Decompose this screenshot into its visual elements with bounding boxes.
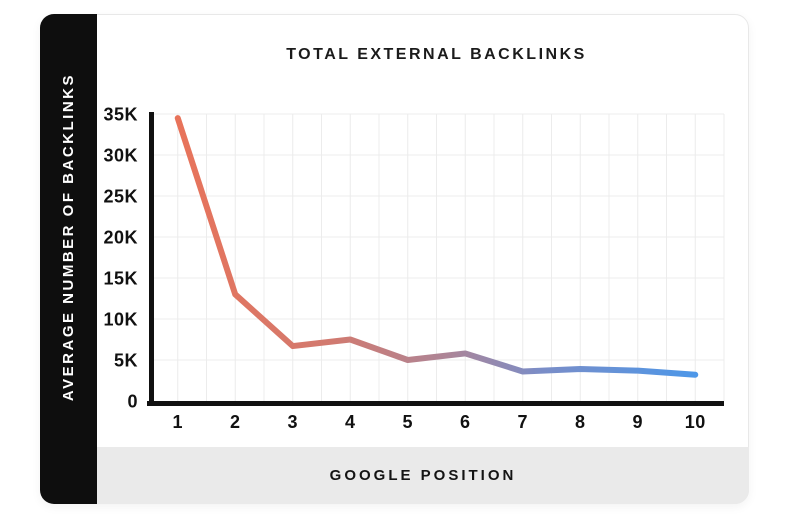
x-tick-label: 2 — [230, 412, 241, 432]
x-tick-label: 7 — [517, 412, 528, 432]
chart-card: AVERAGE NUMBER OF BACKLINKS TOTAL EXTERN… — [40, 14, 749, 504]
x-tick-label: 10 — [685, 412, 706, 432]
data-line — [174, 115, 699, 378]
x-axis-title-bar: GOOGLE POSITION — [97, 447, 749, 504]
y-tick-label: 25K — [103, 187, 138, 207]
x-tick-label: 9 — [632, 412, 643, 432]
line-chart: 0 5K 10K 15K 20K 25K 30K 35K 1 2 3 4 5 6 7 8 9 10 — [103, 105, 725, 432]
x-tick-label: 4 — [345, 412, 356, 432]
y-tick-label: 15K — [103, 269, 138, 289]
x-axis-title: GOOGLE POSITION — [329, 467, 517, 484]
y-tick-label: 5K — [114, 351, 138, 371]
y-axis-title-bar: AVERAGE NUMBER OF BACKLINKS — [40, 14, 97, 504]
x-tick-label: 5 — [402, 412, 413, 432]
y-tick-label: 0 — [127, 392, 138, 412]
x-tick-label: 8 — [575, 412, 586, 432]
x-tick-label: 1 — [172, 412, 183, 432]
y-tick-label: 30K — [103, 146, 138, 166]
y-tick-label: 35K — [103, 105, 138, 125]
chart-title: TOTAL EXTERNAL BACKLINKS — [286, 46, 587, 63]
y-tick-label: 10K — [103, 310, 138, 330]
x-tick-label: 6 — [460, 412, 471, 432]
y-axis-title: AVERAGE NUMBER OF BACKLINKS — [60, 72, 77, 402]
x-tick-label: 3 — [287, 412, 298, 432]
y-tick-label: 20K — [103, 228, 138, 248]
